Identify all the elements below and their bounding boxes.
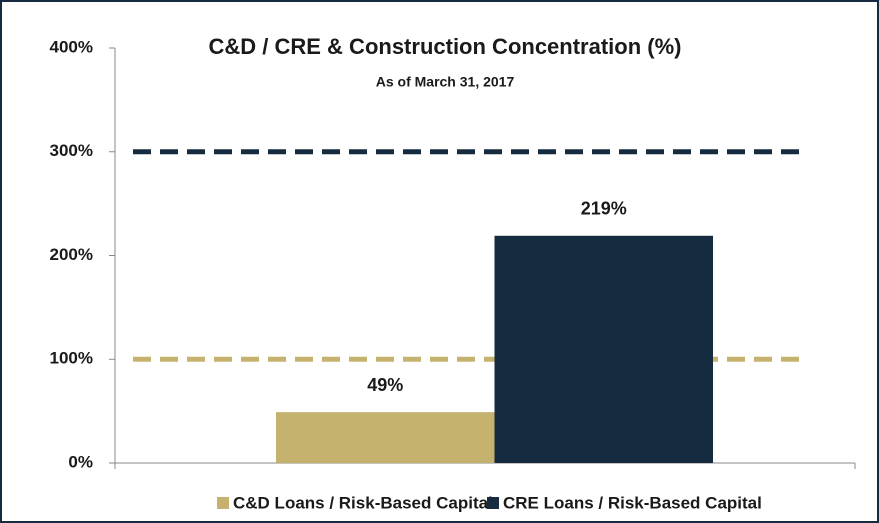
chart-subtitle: As of March 31, 2017 (376, 74, 515, 90)
bar (494, 235, 713, 463)
y-tick-label: 0% (68, 452, 93, 471)
legend-label: CRE Loans / Risk-Based Capital (503, 493, 762, 512)
value-label: 219% (581, 199, 627, 219)
y-tick-label: 400% (50, 37, 93, 56)
y-tick-label: 100% (50, 349, 93, 368)
chart-title: C&D / CRE & Construction Concentration (… (209, 34, 682, 59)
legend-swatch (487, 497, 499, 509)
bar (276, 412, 495, 463)
legend-swatch (217, 497, 229, 509)
y-tick-label: 200% (50, 245, 93, 264)
legend-label: C&D Loans / Risk-Based Capital (233, 493, 493, 512)
value-label: 49% (367, 375, 403, 395)
y-tick-label: 300% (50, 141, 93, 160)
